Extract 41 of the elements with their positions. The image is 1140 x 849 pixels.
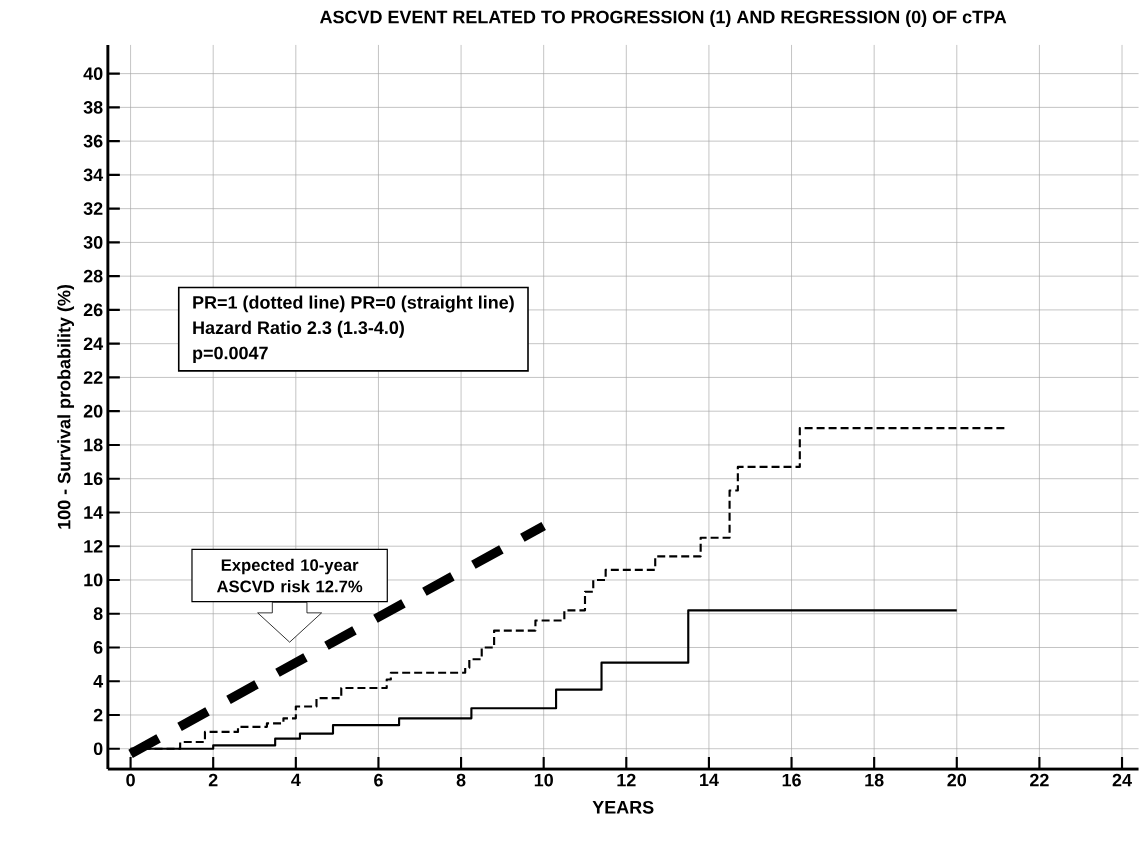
x-tick-label: 8 bbox=[456, 773, 466, 787]
y-tick-label: 38 bbox=[83, 101, 103, 114]
annotation: Hazard Ratio 2.3 (1.3-4.0) bbox=[193, 320, 404, 338]
y-tick-label: 4 bbox=[93, 675, 104, 688]
chart-title: ASCVD EVENT RELATED TO PROGRESSION (1) AND REGRESSION (0) OF cTPA bbox=[319, 10, 1007, 27]
x-tick-label: 14 bbox=[700, 773, 719, 787]
x-tick-label: 10 bbox=[534, 773, 553, 787]
x-tick-label: 12 bbox=[617, 773, 636, 787]
y-tick-label: 12 bbox=[84, 539, 103, 553]
annotation: p=0.0047 bbox=[193, 346, 268, 363]
y-tick-label: 24 bbox=[83, 337, 104, 350]
annotation: PR=1 (dotted line) PR=0 (straight line) bbox=[193, 295, 514, 313]
y-tick-label: 16 bbox=[84, 472, 103, 486]
y-tick-label: 10 bbox=[84, 573, 103, 587]
y-tick-label: 2 bbox=[93, 708, 103, 722]
x-tick-label: 0 bbox=[126, 773, 135, 787]
y-tick-label: 6 bbox=[93, 641, 103, 654]
y-tick-label: 22 bbox=[83, 371, 103, 384]
x-tick-label: 20 bbox=[947, 773, 967, 787]
x-tick-label: 16 bbox=[782, 773, 801, 787]
y-tick-label: 14 bbox=[84, 506, 104, 519]
x-tick-label: 22 bbox=[1030, 773, 1049, 787]
y-tick-label: 30 bbox=[83, 236, 103, 249]
x-tick-label: 4 bbox=[291, 773, 301, 787]
x-axis-title: YEARS bbox=[592, 800, 654, 814]
y-tick-label: 36 bbox=[83, 134, 103, 148]
y-tick-label: 20 bbox=[83, 404, 103, 418]
annotation: Expected 10-year ASCVD risk 12.7% bbox=[216, 558, 363, 593]
y-axis-title: 100 - Survival probability (%) bbox=[57, 285, 75, 529]
x-tick-label: 24 bbox=[1112, 773, 1132, 787]
y-tick-label: 8 bbox=[93, 607, 103, 621]
y-tick-label: 32 bbox=[83, 202, 103, 216]
y-tick-label: 18 bbox=[84, 438, 103, 452]
y-tick-label: 40 bbox=[83, 67, 103, 81]
y-tick-label: 28 bbox=[83, 269, 103, 283]
x-tick-label: 6 bbox=[374, 773, 383, 787]
y-tick-label: 26 bbox=[83, 303, 103, 317]
y-tick-label: 34 bbox=[83, 168, 104, 182]
y-tick-label: 0 bbox=[93, 742, 103, 756]
x-tick-label: 2 bbox=[208, 773, 218, 787]
x-tick-label: 18 bbox=[865, 773, 884, 787]
